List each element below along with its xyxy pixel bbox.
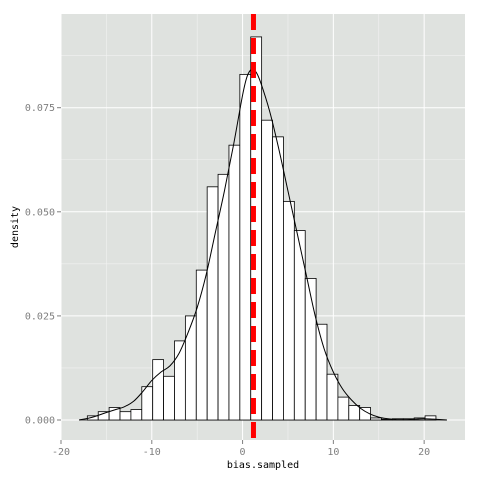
y-tick-labels: 0.000 0.025 0.050 0.075	[25, 103, 55, 426]
histogram-bar	[184, 315, 197, 421]
histogram-bar	[348, 405, 361, 421]
histogram-bar	[130, 409, 143, 421]
x-tick-label: 20	[418, 447, 430, 458]
y-tick-label: 0.050	[25, 207, 55, 218]
histogram-bar	[315, 323, 328, 421]
histogram-bar	[304, 278, 317, 421]
x-tick-label: -10	[143, 447, 161, 458]
histogram-bar	[206, 186, 219, 421]
histogram-bar	[228, 144, 241, 421]
x-tick-labels: -20 -10 0 10 20	[52, 447, 430, 458]
x-tick-label: 10	[327, 447, 339, 458]
histogram-bar	[370, 417, 382, 421]
x-axis-title: bias.sampled	[227, 460, 299, 471]
histogram-bar	[272, 136, 284, 421]
axis-ticks	[57, 107, 425, 444]
histogram-bar	[337, 396, 350, 421]
histogram-bar	[239, 73, 252, 421]
histogram-bar	[174, 340, 186, 421]
histogram-bar	[293, 230, 306, 421]
histogram-bar	[141, 386, 154, 421]
y-axis-title: density	[10, 206, 21, 248]
histogram-bars	[86, 36, 437, 421]
histogram-bar	[424, 415, 437, 421]
density-curve	[79, 68, 447, 421]
histogram-bar	[261, 119, 273, 421]
x-tick-label: -20	[52, 447, 70, 458]
y-tick-label: 0.075	[25, 103, 55, 114]
y-tick-label: 0.000	[25, 416, 55, 427]
histogram-bar	[283, 200, 295, 421]
histogram-bar	[163, 375, 175, 421]
histogram-bar	[326, 373, 339, 421]
x-tick-label: 0	[240, 447, 246, 458]
histogram-bar	[152, 359, 164, 421]
y-tick-label: 0.025	[25, 311, 55, 322]
histogram-bar	[119, 411, 132, 421]
